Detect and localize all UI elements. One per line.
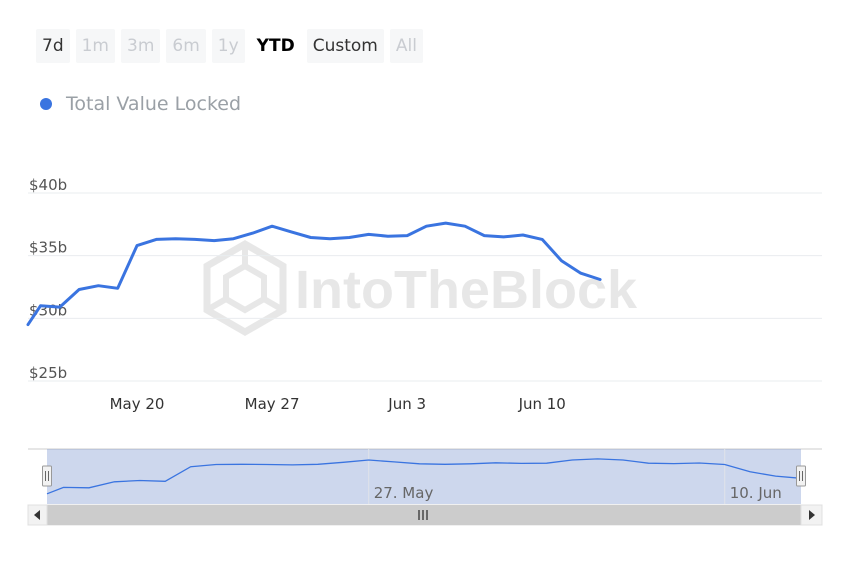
series-line-total-value-locked xyxy=(26,221,602,327)
chevron-right-icon xyxy=(809,510,815,520)
scrollbar[interactable] xyxy=(27,504,823,526)
range-button-ytd[interactable]: YTD xyxy=(250,29,301,63)
range-selector: 7d 1m 3m 6m 1y YTD Custom All xyxy=(36,29,423,63)
x-tick-label: May 20 xyxy=(110,395,165,413)
range-button-1y: 1y xyxy=(211,29,245,63)
grid xyxy=(28,192,822,382)
y-axis: $25b$30b$35b$40b xyxy=(29,176,67,382)
legend[interactable]: Total Value Locked xyxy=(40,93,241,115)
legend-marker xyxy=(40,98,52,110)
navigator-tick-label: 27. May xyxy=(374,484,434,502)
range-button-custom[interactable]: Custom xyxy=(306,29,384,63)
navigator-handle-right[interactable] xyxy=(796,465,806,487)
legend-label: Total Value Locked xyxy=(66,93,242,115)
range-button-3m: 3m xyxy=(121,29,161,63)
x-tick-label: Jun 3 xyxy=(387,395,426,413)
range-button-7d[interactable]: 7d xyxy=(36,29,70,63)
watermark-text: IntoTheBlock xyxy=(295,260,638,320)
y-tick-label: $25b xyxy=(29,364,67,382)
watermark: IntoTheBlock xyxy=(203,239,638,337)
range-button-6m: 6m xyxy=(166,29,206,63)
watermark-logo-icon xyxy=(203,239,287,337)
navigator-handle-left[interactable] xyxy=(42,465,52,487)
navigator-series-line xyxy=(46,458,802,495)
x-tick-label: Jun 10 xyxy=(518,395,566,413)
navigator-tick-label: 10. Jun xyxy=(730,484,782,502)
y-tick-label: $35b xyxy=(29,239,67,257)
x-axis: May 20 May 27 Jun 3 Jun 10 xyxy=(110,395,566,413)
chevron-left-icon xyxy=(34,510,40,520)
series-layer xyxy=(26,221,602,327)
x-tick-label: May 27 xyxy=(245,395,300,413)
scrollbar-thumb[interactable] xyxy=(47,505,801,525)
handle-body[interactable] xyxy=(796,465,806,487)
y-tick-label: $40b xyxy=(29,176,67,194)
navigator[interactable]: 27. May 10. Jun xyxy=(28,448,822,504)
range-button-1m: 1m xyxy=(75,29,115,63)
handle-body[interactable] xyxy=(42,465,52,487)
range-button-all: All xyxy=(389,29,423,63)
